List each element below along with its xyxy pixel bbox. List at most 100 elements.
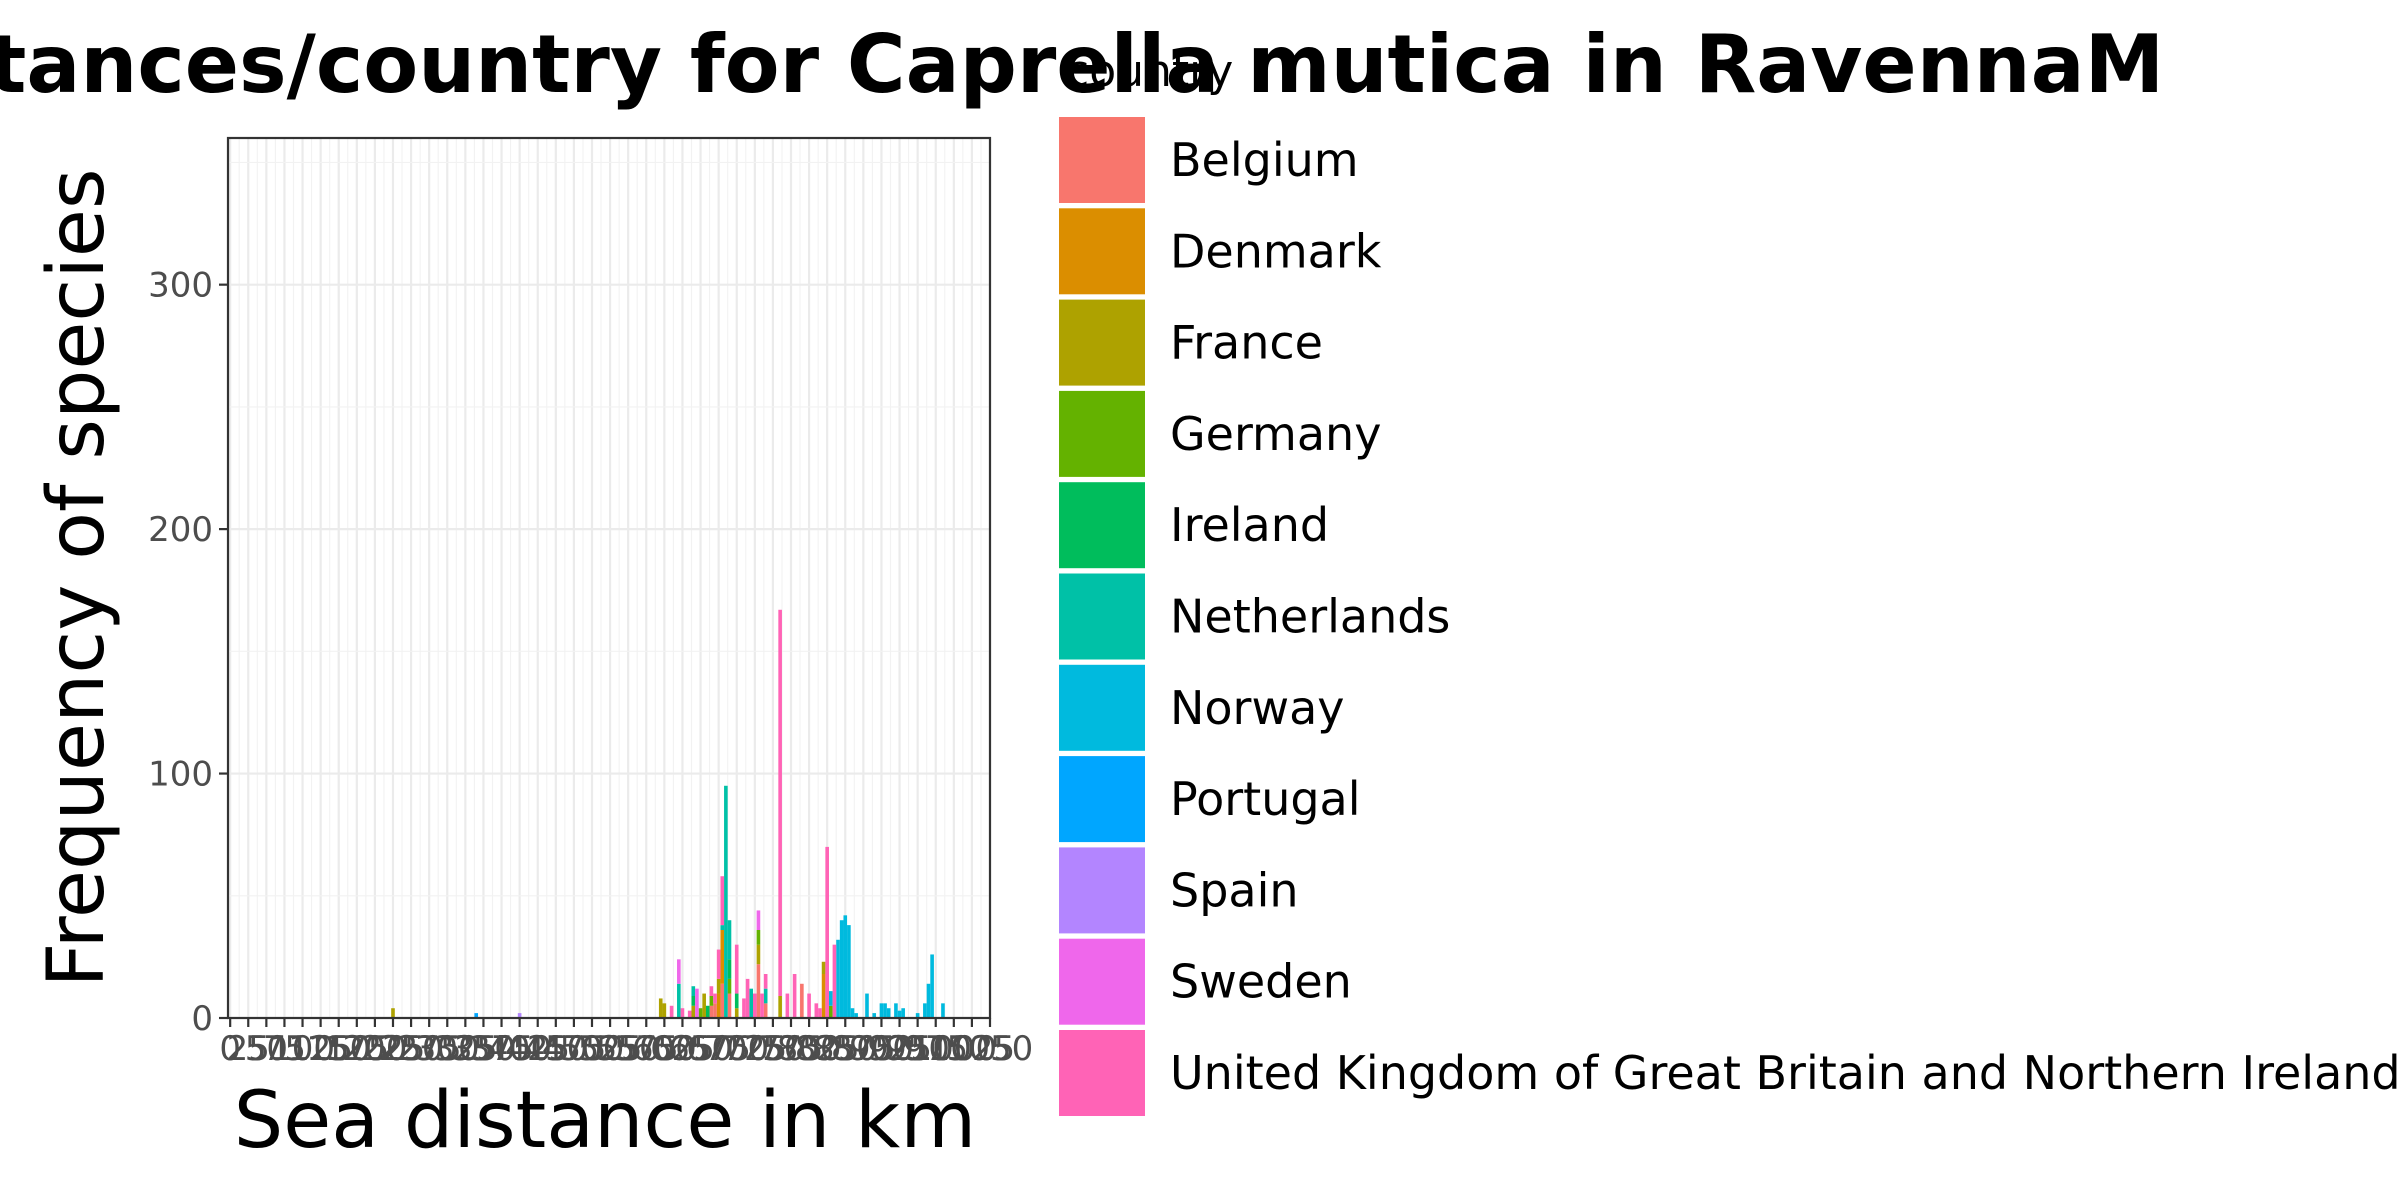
bar-united-kingdom-of-great-britain-and-northern-ireland [669, 1005, 674, 1018]
bar-norway [847, 925, 851, 1018]
bar-sweden [756, 910, 761, 930]
x-tick-label: 550 [596, 1029, 661, 1069]
bar-united-kingdom-of-great-britain-and-northern-ireland [745, 978, 750, 1018]
bar-norway [828, 991, 833, 1006]
bar-norway [879, 1003, 884, 1018]
x-tick-label: 950 [885, 1029, 950, 1069]
bar-france [658, 998, 663, 1018]
bar-ireland [734, 993, 739, 1009]
bar-germany [698, 1008, 703, 1018]
x-tick-label: 1050 [947, 1029, 1034, 1069]
x-tick-label: 975 [903, 1029, 968, 1069]
bar-norway [897, 1010, 902, 1018]
bar-spain [517, 1013, 522, 1018]
legend-key-denmark [1059, 208, 1145, 295]
bar-belgium [800, 983, 804, 1018]
bar-ireland [727, 959, 732, 979]
x-tick-label: 200 [342, 1029, 407, 1069]
bar-united-kingdom-of-great-britain-and-northern-ireland [807, 993, 811, 1018]
bar-ireland [691, 996, 696, 1006]
x-tick-label: 600 [632, 1029, 697, 1069]
bar-portugal [474, 1013, 479, 1018]
bar-germany [756, 930, 761, 945]
bar-sweden [695, 988, 699, 1018]
bar-france [391, 1008, 395, 1018]
bar-belgium [727, 993, 732, 1018]
x-tick-label: 175 [324, 1029, 389, 1069]
bars [391, 609, 945, 1018]
bar-united-kingdom-of-great-britain-and-northern-ireland [713, 993, 717, 1004]
x-tick-label: 775 [759, 1029, 824, 1069]
bar-norway [839, 920, 844, 1018]
legend-label: Portugal [1170, 772, 1361, 826]
y-tick-label: 100 [148, 755, 213, 795]
bar-france [821, 961, 826, 974]
bar-netherlands [727, 920, 732, 960]
chart-title: distances/country for Caprella mutica in… [0, 18, 2164, 111]
x-tick-label: 1000 [911, 1029, 998, 1069]
bar-united-kingdom-of-great-britain-and-northern-ireland [687, 1010, 692, 1018]
bar-norway [854, 1013, 858, 1018]
bar-norway [883, 1003, 887, 1018]
bar-belgium [763, 1003, 768, 1018]
bar-united-kingdom-of-great-britain-and-northern-ireland [720, 876, 725, 926]
bar-united-kingdom-of-great-britain-and-northern-ireland [818, 1008, 822, 1018]
legend-key-netherlands [1059, 573, 1145, 660]
legend-label: Norway [1170, 681, 1345, 735]
x-tick-label: 225 [361, 1029, 426, 1069]
x-tick-label: 575 [614, 1029, 679, 1069]
bar-belgium [709, 1005, 714, 1018]
bar-norway [865, 993, 869, 1018]
bar-norway [923, 1003, 927, 1018]
x-tick-label: 800 [777, 1029, 842, 1069]
x-tick-label: 250 [379, 1029, 444, 1069]
bar-united-kingdom-of-great-britain-and-northern-ireland [709, 986, 714, 996]
x-tick-label: 275 [397, 1029, 462, 1069]
legend-label: United Kingdom of Great Britain and Nort… [1170, 1046, 2400, 1100]
x-tick-label: 75 [263, 1029, 306, 1069]
bar-france [702, 993, 706, 1018]
legend-key-portugal [1059, 756, 1145, 843]
bar-france [662, 1003, 667, 1018]
x-tick-label: 100 [270, 1029, 335, 1069]
bar-norway [930, 954, 934, 1018]
x-tick-label: 350 [451, 1029, 516, 1069]
x-tick-label: 150 [306, 1029, 371, 1069]
x-tick-label: 650 [668, 1029, 733, 1069]
bar-united-kingdom-of-great-britain-and-northern-ireland [825, 846, 829, 1018]
bar-united-kingdom-of-great-britain-and-northern-ireland [760, 993, 764, 1018]
bar-united-kingdom-of-great-britain-and-northern-ireland [832, 944, 837, 1018]
x-tick-label: 300 [415, 1029, 480, 1069]
x-tick-label: 325 [433, 1029, 498, 1069]
legend: country Belgium Denmark France Germany Irela… [1059, 46, 2400, 1116]
bar-norway [926, 983, 931, 1018]
y-axis-ticks: 0 100 200 300 [148, 266, 228, 1039]
legend-key-sweden [1059, 938, 1145, 1025]
bar-norway [915, 1013, 920, 1018]
bar-france [716, 978, 721, 994]
x-tick-label: 900 [849, 1029, 914, 1069]
legend-key-germany [1059, 390, 1145, 477]
bar-norway [894, 1003, 898, 1018]
bar-ireland [705, 1005, 710, 1018]
x-tick-label: 925 [867, 1029, 932, 1069]
bar-france [691, 1005, 696, 1018]
bar-france [734, 1008, 739, 1018]
bar-norway [850, 1008, 855, 1018]
y-axis-title: Frequency of species [32, 168, 122, 987]
x-tick-label: 400 [487, 1029, 552, 1069]
x-tick-label: 625 [650, 1029, 715, 1069]
legend-label: Spain [1170, 863, 1299, 917]
bar-denmark [716, 993, 721, 1018]
bar-norway [843, 915, 848, 1018]
bar-denmark [821, 974, 826, 1018]
bar-germany [828, 1005, 833, 1018]
x-tick-label: 375 [469, 1029, 534, 1069]
x-tick-label: 125 [288, 1029, 353, 1069]
bar-united-kingdom-of-great-britain-and-northern-ireland [763, 974, 768, 989]
x-tick-label: 425 [505, 1029, 570, 1069]
bar-norway [886, 1008, 891, 1018]
bar-france [778, 996, 782, 1018]
